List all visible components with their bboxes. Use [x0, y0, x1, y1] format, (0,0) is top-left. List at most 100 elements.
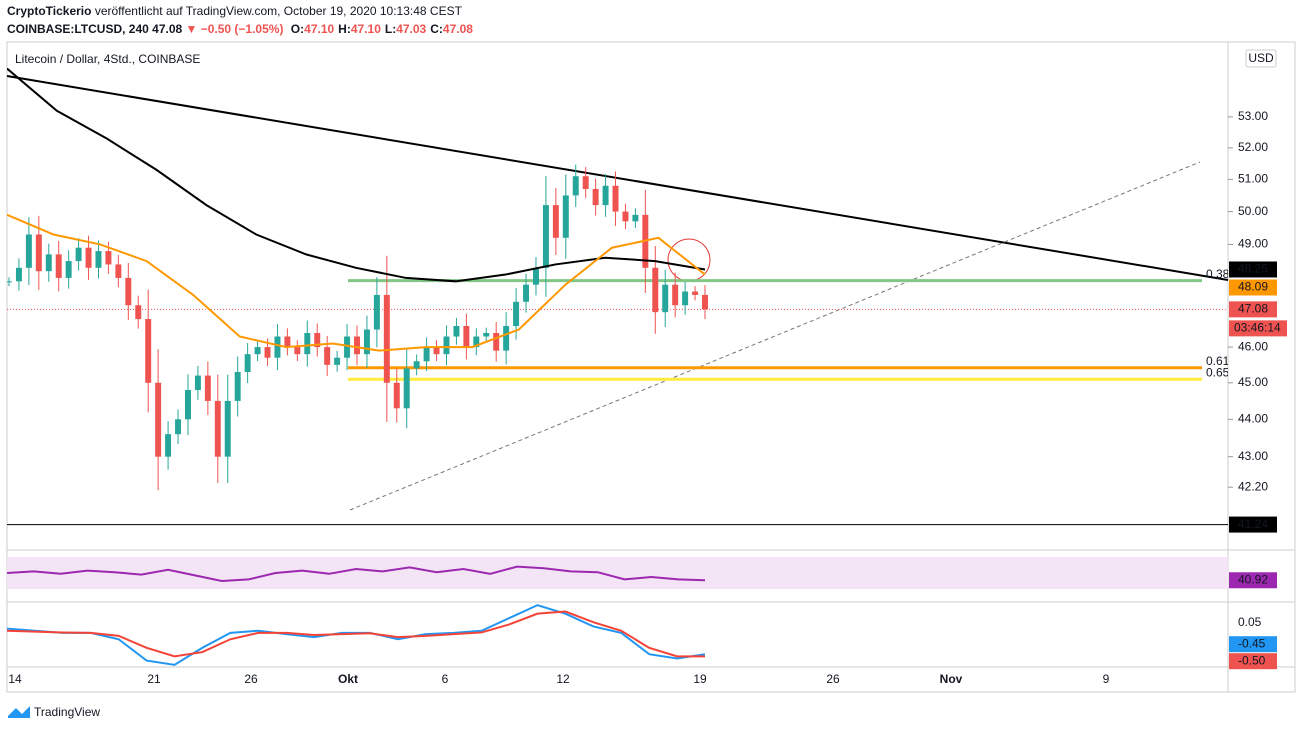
frame: [6, 41, 1296, 693]
candle: [393, 382, 400, 409]
candle: [75, 247, 82, 262]
candle: [224, 400, 231, 457]
y-tick-label: 42.20: [1238, 479, 1268, 493]
candle: [433, 347, 440, 355]
candle: [334, 357, 341, 365]
candle: [612, 185, 619, 212]
candle: [274, 336, 281, 358]
rsi-label-bg: [1229, 572, 1277, 589]
candle: [632, 214, 639, 222]
candle: [194, 375, 201, 391]
fib-label: 0.38: [1206, 267, 1230, 281]
ohlc-part: 47.10: [304, 22, 334, 36]
candle: [55, 254, 62, 278]
candle: [413, 361, 420, 369]
candle: [204, 375, 211, 401]
candle: [254, 347, 261, 355]
countdown-bg: [1229, 320, 1287, 337]
candle: [85, 247, 92, 268]
chart-title: Litecoin / Dollar, 4Std., COINBASE: [15, 52, 200, 66]
signal-line: [7, 610, 705, 658]
candle: [284, 336, 291, 348]
candle: [7, 281, 12, 283]
change: ▼ −0.50 (−1.05%): [186, 22, 284, 36]
macd-label: 0.05: [1238, 615, 1262, 629]
candle: [135, 305, 142, 320]
candle: [592, 188, 599, 206]
last: 47.08: [152, 22, 182, 36]
macd-label: -0.45: [1238, 636, 1266, 650]
candle: [602, 185, 609, 206]
candle: [45, 254, 52, 272]
candle: [572, 176, 579, 196]
y-tick-label: 50.00: [1238, 204, 1268, 218]
candle: [344, 336, 351, 358]
candle: [403, 368, 410, 409]
candle: [244, 354, 251, 372]
candle: [562, 195, 569, 238]
candle: [702, 294, 708, 310]
candle: [115, 264, 122, 278]
price-label-bg: [1229, 261, 1277, 278]
candle: [125, 277, 132, 306]
macd-label-bg: [1229, 653, 1277, 670]
candle: [314, 333, 321, 348]
candle: [383, 294, 390, 383]
y-tick-label: 45.00: [1238, 375, 1268, 389]
price-label-bg: [1229, 516, 1277, 533]
time-label: 9: [1103, 672, 1110, 686]
candle: [682, 291, 689, 306]
candle: [463, 326, 470, 348]
brand: TradingView: [34, 705, 100, 719]
trend-line: [6, 75, 1229, 281]
y-tick-label: 46.00: [1238, 339, 1268, 353]
price-label: 48.09: [1238, 280, 1268, 294]
ohlc-part: 47.03: [396, 22, 426, 36]
candle: [184, 390, 191, 420]
candle: [304, 333, 311, 355]
candle: [503, 326, 510, 351]
price-pane: 0.38 0.610.65: [7, 67, 1230, 491]
candle: [363, 329, 370, 355]
ohlc-part: 47.10: [351, 22, 381, 36]
ohlc: O:47.10 H:47.10 L:47.03 C:47.08: [291, 22, 473, 36]
candle: [473, 336, 480, 348]
candle: [354, 336, 360, 355]
y-tick-label: 52.00: [1238, 140, 1268, 154]
macd-pane: [7, 604, 706, 666]
candle: [672, 284, 679, 306]
currency-box: [1245, 49, 1277, 68]
ma-50: [7, 213, 706, 352]
author: CryptoTickerio: [7, 4, 91, 18]
support-line: [349, 161, 1201, 511]
candle: [165, 434, 172, 457]
candle: [65, 261, 72, 278]
price-label-bg: [1229, 279, 1277, 296]
price-label: 41.24: [1238, 517, 1268, 531]
candle: [652, 267, 659, 313]
time-label: 19: [693, 672, 707, 686]
candle: [423, 347, 430, 362]
time-label: 26: [244, 672, 258, 686]
rsi-band: [7, 557, 1228, 589]
time-label: 14: [8, 672, 22, 686]
ohlc-part: L:: [385, 22, 396, 36]
currency: USD: [1248, 51, 1274, 65]
y-tick-label: 49.00: [1238, 237, 1268, 251]
candle: [35, 234, 42, 272]
price-label-bg: [1229, 301, 1277, 318]
ma-200: [7, 67, 706, 283]
candle: [622, 211, 629, 222]
candle: [175, 419, 182, 435]
candle: [532, 267, 539, 285]
countdown: 03:46:14: [1234, 321, 1281, 335]
header-line2: COINBASE:LTCUSD, 240 47.08 ▼ −0.50 (−1.0…: [7, 22, 473, 36]
candle: [443, 336, 450, 355]
candle: [373, 294, 380, 330]
candle: [453, 326, 460, 337]
candle: [483, 333, 490, 337]
candle: [662, 284, 669, 313]
